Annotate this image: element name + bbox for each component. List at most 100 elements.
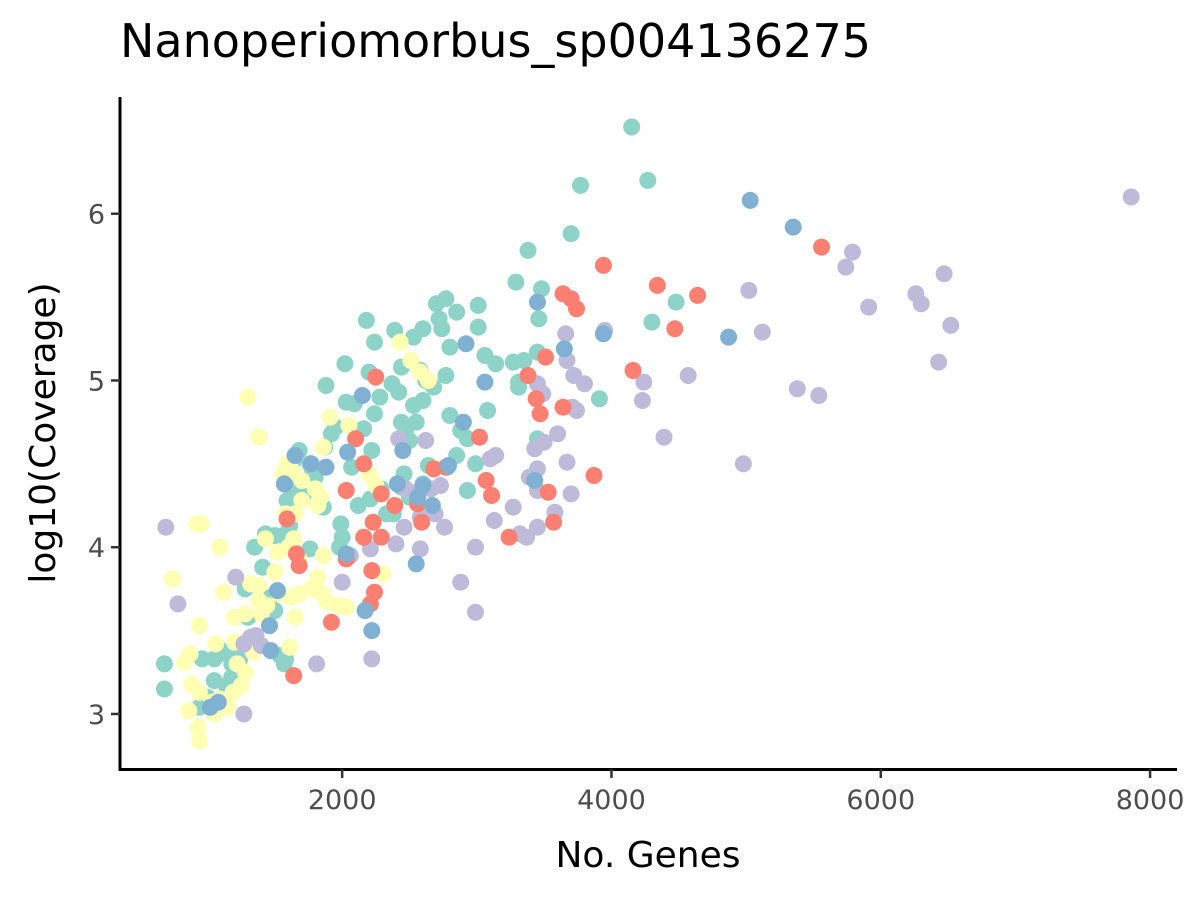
data-point (454, 413, 472, 431)
data-point (433, 320, 451, 338)
data-point (411, 540, 429, 558)
data-point (515, 352, 533, 369)
data-point (555, 340, 573, 358)
data-point (318, 593, 336, 611)
data-point (860, 298, 878, 316)
data-point (215, 583, 233, 601)
data-point (667, 293, 685, 311)
data-point (594, 325, 612, 343)
data-point (414, 392, 432, 409)
data-point (290, 557, 308, 575)
data-point (576, 375, 593, 393)
data-point (390, 383, 408, 401)
data-point (912, 295, 930, 313)
data-point (322, 425, 340, 443)
data-point (266, 563, 284, 581)
data-point (388, 475, 406, 493)
data-point (479, 402, 497, 419)
data-point (337, 545, 355, 563)
data-point (643, 313, 661, 331)
data-point (679, 367, 697, 384)
data-point (623, 118, 641, 136)
data-point (423, 497, 441, 514)
data-point (189, 718, 207, 736)
data-point (539, 483, 557, 501)
data-point (405, 328, 422, 346)
data-point (269, 543, 286, 561)
data-point (457, 335, 475, 353)
data-point (935, 265, 953, 283)
data-point (239, 388, 257, 406)
data-point (554, 398, 572, 416)
data-point (469, 296, 487, 314)
data-point (366, 333, 383, 351)
data-point (366, 405, 383, 423)
data-point (336, 355, 354, 373)
y-tick-label: 6 (88, 200, 105, 231)
data-point (436, 518, 453, 536)
data-point (278, 510, 296, 528)
data-point (487, 355, 505, 373)
data-point (333, 573, 351, 591)
data-point (337, 598, 355, 616)
data-point (293, 492, 311, 509)
data-point (275, 475, 293, 493)
x-tick-label: 2000 (308, 785, 377, 816)
data-point (549, 425, 567, 443)
data-point (419, 372, 437, 389)
data-point (402, 352, 420, 369)
data-point (394, 442, 412, 459)
data-point (527, 390, 545, 408)
data-point (467, 455, 484, 473)
data-point (392, 413, 410, 431)
x-axis-title: No. Genes (556, 835, 741, 876)
data-point (562, 225, 580, 243)
data-point (477, 472, 495, 489)
data-point (734, 455, 752, 473)
data-point (1122, 188, 1140, 206)
data-point (481, 450, 499, 468)
data-point (741, 191, 759, 209)
data-point (689, 286, 707, 304)
ticks-layer: 2000 4000 6000 8000 3 4 5 6 (88, 200, 1185, 816)
data-point (250, 592, 268, 610)
data-point (784, 218, 802, 236)
data-point (312, 488, 330, 506)
data-point (337, 482, 355, 499)
data-point (387, 535, 405, 553)
data-point (201, 698, 219, 716)
data-point (256, 530, 274, 548)
data-point (281, 638, 299, 656)
data-point (407, 555, 425, 573)
data-point (391, 333, 409, 351)
data-point (262, 642, 280, 660)
data-point (169, 595, 187, 613)
data-point (413, 513, 431, 531)
data-point (317, 377, 335, 394)
data-point (519, 241, 537, 259)
data-point (190, 732, 208, 750)
data-point (655, 428, 673, 446)
y-tick-label: 5 (88, 366, 105, 397)
data-point (633, 392, 651, 409)
data-point (753, 323, 771, 341)
data-point (417, 432, 435, 449)
data-point (164, 570, 181, 588)
data-point (207, 635, 225, 653)
data-point (441, 407, 459, 424)
data-point (235, 635, 253, 653)
data-point (250, 428, 268, 446)
data-point (386, 497, 404, 514)
data-point (339, 443, 357, 461)
data-point (314, 438, 332, 456)
data-point (585, 467, 603, 484)
points-layer (155, 118, 1140, 750)
y-tick-label: 3 (88, 700, 105, 731)
chart-title: Nanoperiomorbus_sp004136275 (120, 14, 871, 68)
data-point (363, 562, 381, 580)
data-point (427, 295, 445, 313)
data-point (441, 338, 459, 356)
data-point (340, 417, 358, 434)
data-point (624, 362, 642, 379)
data-point (930, 353, 948, 371)
